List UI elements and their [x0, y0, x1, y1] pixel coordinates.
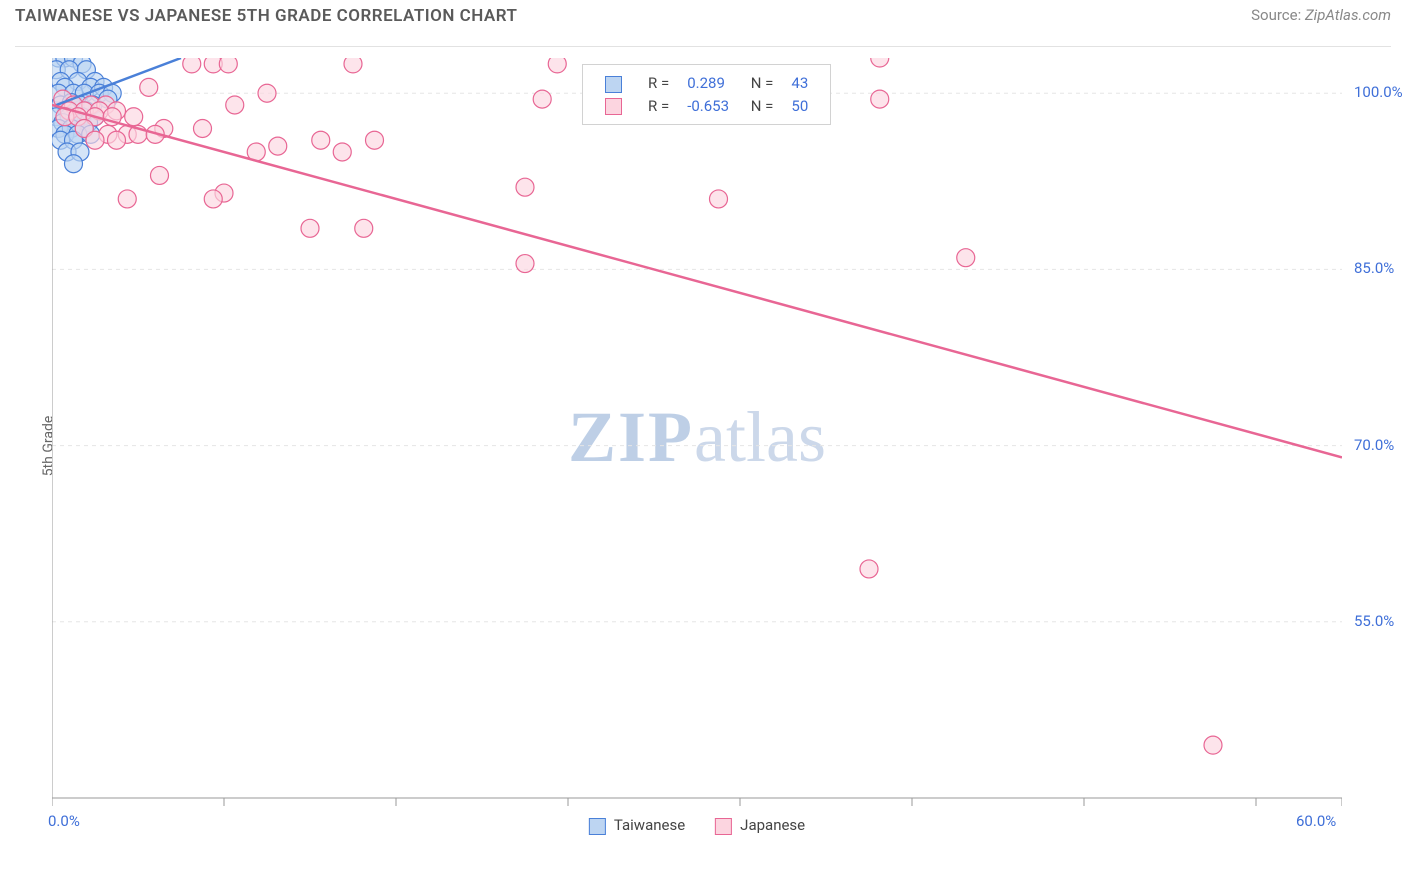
x-tick-label: 60.0% — [1296, 812, 1336, 830]
correlation-legend: R =0.289 N =43 R =-0.653 N =50 — [582, 64, 831, 125]
taiwanese-R: 0.289 — [679, 73, 737, 94]
y-tick-label: 85.0% — [1354, 259, 1394, 277]
source-label: Source: ZipAtlas.com — [1251, 6, 1391, 24]
japanese-N: 50 — [783, 96, 816, 117]
legend-swatch-taiwanese — [605, 76, 622, 93]
footer-legend: Taiwanese Japanese — [589, 816, 805, 835]
footer-label-japanese: Japanese — [740, 816, 805, 834]
x-tick-label: 0.0% — [48, 812, 80, 830]
y-tick-label: 100.0% — [1354, 83, 1403, 101]
plot-area — [52, 58, 1342, 833]
y-tick-label: 55.0% — [1354, 612, 1394, 630]
chart-title: TAIWANESE VS JAPANESE 5TH GRADE CORRELAT… — [15, 6, 518, 26]
taiwanese-N: 43 — [783, 73, 816, 94]
footer-swatch-taiwanese — [589, 818, 606, 835]
y-tick-label: 70.0% — [1354, 436, 1394, 454]
scatter-chart: ZIPatlas R =0.289 N =43 R =-0.653 N =50 … — [52, 58, 1342, 833]
japanese-R: -0.653 — [679, 96, 737, 117]
footer-label-taiwanese: Taiwanese — [614, 816, 685, 834]
footer-swatch-japanese — [715, 818, 732, 835]
legend-swatch-japanese — [605, 98, 622, 115]
